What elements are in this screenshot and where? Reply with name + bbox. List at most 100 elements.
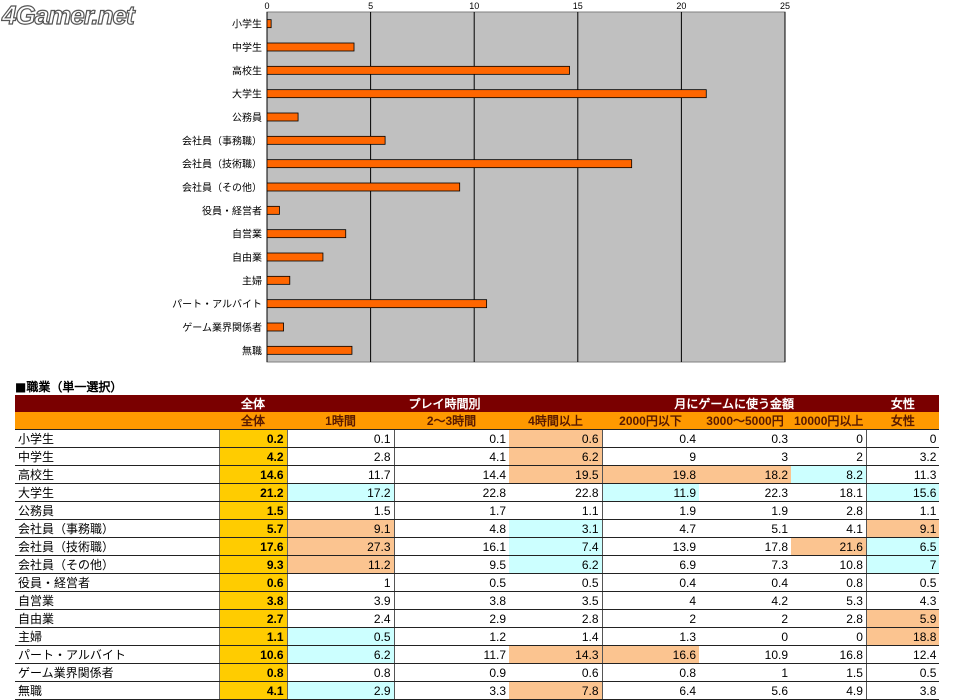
table-cell: 5.3 bbox=[791, 591, 867, 610]
table-cell: 6.5 bbox=[866, 537, 940, 556]
bar bbox=[266, 65, 570, 75]
table-cell: 6.2 bbox=[509, 555, 603, 574]
table-cell: 17.6 bbox=[218, 537, 288, 556]
table-cell: 0.4 bbox=[699, 573, 791, 592]
table-cell: 4.7 bbox=[602, 519, 699, 538]
column-header-row: 全体 1時間 2～3時間 4時間以上 2000円以下 3000～5000円 10000円以上… bbox=[15, 412, 940, 430]
row-label: パート・アルバイト bbox=[15, 645, 219, 664]
column-header: 1時間 bbox=[287, 412, 394, 430]
table-cell: 0.4 bbox=[602, 573, 699, 592]
category-label: 会社員（その他） bbox=[182, 181, 262, 194]
group-header: 女性 bbox=[866, 395, 940, 412]
table-cell: 0.8 bbox=[602, 663, 699, 682]
category-label: ゲーム業界関係者 bbox=[182, 321, 262, 334]
row-label: 自由業 bbox=[15, 609, 219, 628]
table-cell: 7.3 bbox=[699, 555, 791, 574]
bar bbox=[266, 299, 488, 309]
category-label: 役員・経営者 bbox=[202, 204, 262, 217]
category-label: パート・アルバイト bbox=[172, 299, 262, 311]
table-cell: 3.9 bbox=[287, 591, 395, 610]
table-row: 小学生 0.2 0.1 0.1 0.6 0.4 0.3 0 0 bbox=[15, 429, 940, 448]
category-label: 主婦 bbox=[242, 275, 262, 287]
table-cell: 4.8 bbox=[394, 519, 509, 538]
row-label: 高校生 bbox=[15, 465, 219, 484]
table-cell: 2.4 bbox=[287, 609, 395, 628]
table-cell: 21.2 bbox=[218, 483, 288, 502]
table-cell: 0.5 bbox=[394, 573, 509, 592]
table-row: 無職 4.1 2.9 3.3 7.8 6.4 5.6 4.9 3.8 bbox=[15, 681, 940, 700]
column-header: 2～3時間 bbox=[394, 412, 509, 430]
table-cell: 19.5 bbox=[509, 465, 603, 484]
table-cell: 16.8 bbox=[791, 645, 867, 664]
table-cell: 0.9 bbox=[394, 663, 509, 682]
table-row: ゲーム業界関係者 0.8 0.8 0.9 0.6 0.8 1 1.5 0.5 bbox=[15, 663, 940, 682]
table-cell: 10.9 bbox=[699, 645, 791, 664]
table-cell: 9.1 bbox=[287, 519, 395, 538]
x-tick-label: 10 bbox=[469, 1, 479, 11]
table-cell: 4.1 bbox=[218, 681, 288, 700]
table-cell: 18.1 bbox=[791, 483, 867, 502]
table-cell: 0.4 bbox=[602, 429, 699, 448]
column-header: 全体 bbox=[219, 412, 287, 430]
table-cell: 1.3 bbox=[602, 627, 699, 646]
category-label: 会社員（事務職） bbox=[182, 134, 262, 147]
table-cell: 4.3 bbox=[866, 591, 940, 610]
column-header: 10000円以上 bbox=[791, 412, 867, 430]
table-row: 主婦 1.1 0.5 1.2 1.4 1.3 0 0 18.8 bbox=[15, 627, 940, 646]
table-cell: 18.2 bbox=[699, 465, 791, 484]
table-cell: 10.8 bbox=[791, 555, 867, 574]
table-cell: 2.8 bbox=[509, 609, 603, 628]
x-tick-label: 0 bbox=[264, 1, 269, 11]
table-cell: 3.8 bbox=[394, 591, 509, 610]
table-cell: 11.3 bbox=[866, 465, 940, 484]
bar bbox=[266, 159, 633, 169]
table-cell: 3.8 bbox=[218, 591, 288, 610]
table-cell: 10.6 bbox=[218, 645, 288, 664]
table-cell: 22.3 bbox=[699, 483, 791, 502]
group-header-row: 全体 プレイ時間別 月にゲームに使う金額 女性 bbox=[15, 395, 940, 412]
bar bbox=[266, 205, 280, 215]
table-cell: 11.7 bbox=[394, 645, 509, 664]
table-cell: 22.8 bbox=[509, 483, 603, 502]
table-cell: 2 bbox=[791, 447, 867, 466]
column-header: 4時間以上 bbox=[509, 412, 602, 430]
table-cell: 0 bbox=[791, 627, 867, 646]
table-cell: 6.2 bbox=[509, 447, 603, 466]
table-cell: 7.8 bbox=[509, 681, 603, 700]
row-label: 大学生 bbox=[15, 483, 219, 502]
table-cell: 1.1 bbox=[866, 501, 940, 520]
table-cell: 1.9 bbox=[699, 501, 791, 520]
table-cell: 0.1 bbox=[287, 429, 395, 448]
table-cell: 0.8 bbox=[218, 663, 288, 682]
table-cell: 5.6 bbox=[699, 681, 791, 700]
bar bbox=[266, 89, 707, 99]
category-label: 会社員（技術職） bbox=[182, 158, 262, 171]
table-cell: 1.9 bbox=[602, 501, 699, 520]
bar bbox=[266, 229, 347, 239]
table-cell: 6.2 bbox=[287, 645, 395, 664]
table-cell: 5.1 bbox=[699, 519, 791, 538]
table-cell: 14.4 bbox=[394, 465, 509, 484]
table-row: 会社員（技術職） 17.6 27.3 16.1 7.4 13.9 17.8 21.6 6.5 bbox=[15, 537, 940, 556]
table-cell: 1.5 bbox=[218, 501, 288, 520]
occupation-table: 全体 プレイ時間別 月にゲームに使う金額 女性 全体 1時間 2～3時間 4時間以上 2… bbox=[15, 395, 940, 700]
table-cell: 14.3 bbox=[509, 645, 603, 664]
table-title: ■職業（単一選択） bbox=[15, 380, 123, 394]
table-row: 自由業 2.7 2.4 2.9 2.8 2 2 2.8 5.9 bbox=[15, 609, 940, 628]
4gamer-logo: 4Gamer.net bbox=[1, 0, 135, 31]
table-cell: 15.6 bbox=[866, 483, 940, 502]
table-cell: 3.3 bbox=[394, 681, 509, 700]
row-label: 会社員（技術職） bbox=[15, 537, 219, 556]
table-cell: 0.6 bbox=[509, 663, 603, 682]
row-label: 自営業 bbox=[15, 591, 219, 610]
table-cell: 7 bbox=[866, 555, 940, 574]
bar bbox=[266, 252, 324, 262]
category-label: 大学生 bbox=[232, 88, 262, 101]
table-cell: 4.2 bbox=[218, 447, 288, 466]
x-tick-label: 5 bbox=[368, 1, 373, 11]
table-cell: 18.8 bbox=[866, 627, 940, 646]
table-cell: 2.8 bbox=[287, 447, 395, 466]
table-cell: 1 bbox=[287, 573, 395, 592]
table-cell: 9.1 bbox=[866, 519, 940, 538]
table-cell: 8.2 bbox=[791, 465, 867, 484]
